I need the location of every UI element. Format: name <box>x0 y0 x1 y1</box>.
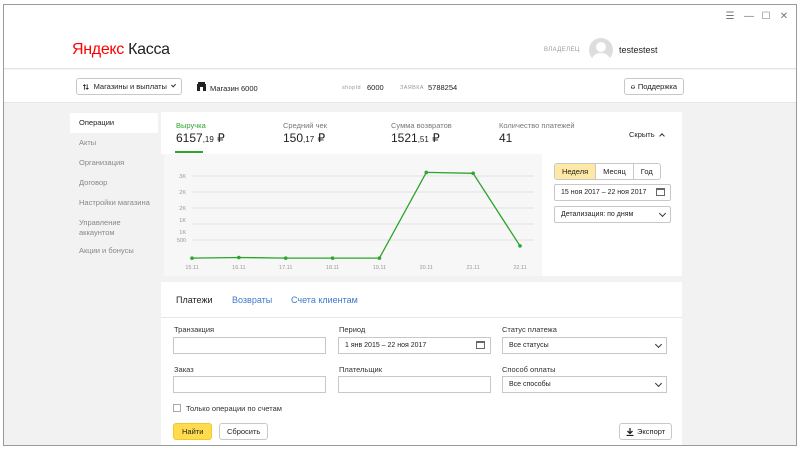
transaction-input[interactable] <box>173 337 326 354</box>
period-tab-month[interactable]: Месяц <box>595 164 633 179</box>
logo[interactable]: Яндекс Касса <box>72 41 170 58</box>
export-button[interactable]: Экспорт <box>619 423 673 440</box>
request-label: ЗАЯВКА <box>400 85 424 91</box>
transaction-label: Транзакция <box>174 325 215 334</box>
headset-icon <box>631 84 635 89</box>
status-select[interactable]: Все статусы <box>502 337 667 354</box>
chevron-down-icon <box>658 209 667 218</box>
y-tick-label: 1K <box>179 230 186 236</box>
tab-client-invoices[interactable]: Счета клиентам <box>291 295 358 305</box>
period-switch: Неделя Месяц Год <box>554 163 661 180</box>
chevron-down-icon <box>654 340 663 349</box>
title-bar: ☰ — ☐ ✕ <box>4 5 796 29</box>
active-metric-underline <box>175 151 203 153</box>
toolbar: Магазины и выплаты Магазин 6000 shopId 6… <box>4 70 796 103</box>
username[interactable]: testestest <box>619 45 658 55</box>
maximize-icon[interactable]: ☐ <box>761 11 771 22</box>
tab-payments[interactable]: Платежи <box>176 295 213 305</box>
x-tick-label: 19.11 <box>373 265 386 271</box>
data-point <box>377 256 382 260</box>
data-point <box>190 256 194 260</box>
metrics-panel: Выручка 6157,19 ₽ Средний чек 150,17 ₽ С… <box>161 112 682 154</box>
chart-date-range[interactable]: 15 ноя 2017 – 22 ноя 2017 <box>554 184 671 201</box>
only-invoices-checkbox[interactable] <box>173 404 181 412</box>
series-line <box>191 171 521 259</box>
chart-controls: Неделя Месяц Год 15 ноя 2017 – 22 ноя 20… <box>542 154 682 276</box>
support-button[interactable]: Поддержка <box>624 78 684 95</box>
menu-icon[interactable]: ☰ <box>725 11 735 22</box>
sidebar-item-contract[interactable]: Договор <box>79 178 108 187</box>
tab-refunds[interactable]: Возвраты <box>232 295 273 305</box>
find-button[interactable]: Найти <box>173 423 213 440</box>
calendar-icon <box>476 341 485 349</box>
chevron-down-icon <box>170 81 176 88</box>
sidebar: Операции Акты Организация Договор Настро… <box>70 113 158 261</box>
detail-select[interactable]: Детализация: по дням <box>554 206 671 223</box>
store-name: Магазин 6000 <box>210 84 258 93</box>
sidebar-item-organization[interactable]: Организация <box>79 158 125 167</box>
x-tick-label: 16.11 <box>232 265 245 271</box>
collapse-button[interactable]: Скрыть <box>629 130 665 139</box>
status-label: Статус платежа <box>502 325 557 334</box>
x-tick-label: 15.11 <box>185 265 198 271</box>
payer-input[interactable] <box>338 376 491 393</box>
y-tick-label: 2K <box>179 206 186 212</box>
sidebar-item-promotions[interactable]: Акции и бонусы <box>79 246 134 255</box>
x-tick-label: 20.11 <box>420 265 433 271</box>
sidebar-item-store-settings[interactable]: Настройки магазина <box>79 198 150 207</box>
chart-svg: 3K 2K 2K 1K 1K 500 15.11 16.11 17.11 18.11 19.11 20… <box>177 170 534 271</box>
sidebar-item-account[interactable]: Управление аккаунтом <box>79 218 121 237</box>
payment-method-label: Способ оплаты <box>502 365 556 374</box>
payer-label: Плательщик <box>339 365 382 374</box>
minimize-icon[interactable]: — <box>744 11 754 22</box>
avatar[interactable] <box>589 38 613 62</box>
period-label: Период <box>339 325 366 334</box>
y-tick-label: 2K <box>179 190 186 196</box>
x-tick-label: 22.11 <box>513 265 526 271</box>
payment-method-select[interactable]: Все способы <box>502 376 667 393</box>
data-point <box>330 256 335 260</box>
chevron-down-icon <box>654 379 663 388</box>
data-point <box>424 170 429 175</box>
download-icon <box>626 427 634 436</box>
only-invoices-label[interactable]: Только операции по счетам <box>186 404 282 413</box>
app-window: ☰ — ☐ ✕ Яндекс Касса ВЛАДЕЛЕЦ testestest… <box>3 4 797 446</box>
data-point <box>237 255 241 260</box>
x-tick-label: 17.11 <box>279 265 292 271</box>
period-input[interactable]: 1 янв 2015 – 22 ноя 2017 <box>338 337 491 354</box>
sidebar-item-operations[interactable]: Операции <box>70 113 158 133</box>
sliders-icon <box>83 83 89 90</box>
y-tick-label: 500 <box>177 238 186 244</box>
app-header: Яндекс Касса ВЛАДЕЛЕЦ testestest <box>4 29 796 69</box>
order-label: Заказ <box>174 365 194 374</box>
y-tick-label: 3K <box>179 174 186 180</box>
owner-label: ВЛАДЕЛЕЦ <box>544 47 580 53</box>
calendar-icon <box>656 188 665 196</box>
shopid-value: 6000 <box>367 83 384 92</box>
data-point <box>283 256 288 260</box>
request-value: 5788254 <box>428 83 458 92</box>
shopid-label: shopId <box>342 85 361 91</box>
data-point <box>471 171 475 176</box>
reset-button[interactable]: Сбросить <box>219 423 269 440</box>
x-tick-label: 21.11 <box>466 265 479 271</box>
close-icon[interactable]: ✕ <box>779 11 789 22</box>
order-input[interactable] <box>173 376 326 393</box>
y-tick-label: 1K <box>179 218 186 224</box>
sidebar-item-acts[interactable]: Акты <box>79 138 97 147</box>
period-tab-year[interactable]: Год <box>632 164 660 179</box>
store-icon <box>197 82 206 91</box>
revenue-chart: 3K 2K 2K 1K 1K 500 15.11 16.11 17.11 18.11 19.11 20… <box>164 154 542 276</box>
operations-panel <box>161 282 682 445</box>
x-tick-label: 18.11 <box>326 265 339 271</box>
period-tab-week[interactable]: Неделя <box>555 164 596 179</box>
chevron-up-icon <box>658 132 665 139</box>
stores-payouts-button[interactable]: Магазины и выплаты <box>76 78 182 95</box>
data-point <box>518 244 522 248</box>
